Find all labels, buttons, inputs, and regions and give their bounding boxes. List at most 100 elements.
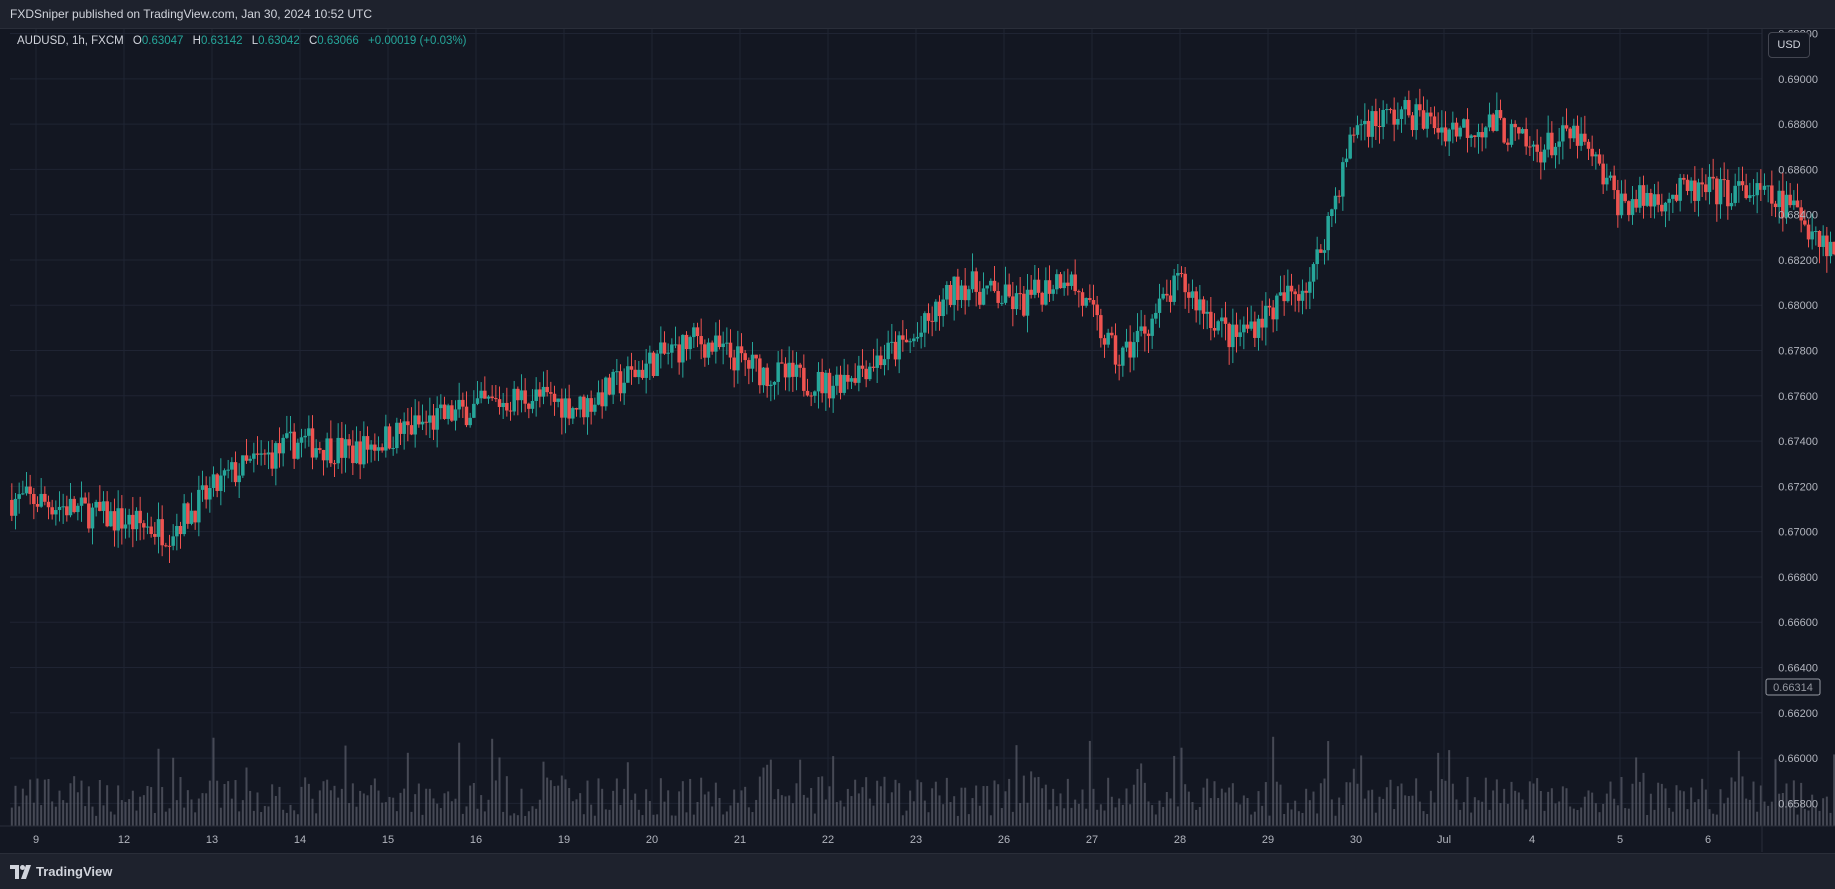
volume-bar	[1433, 802, 1436, 826]
volume-bar	[1044, 784, 1047, 826]
candle-body	[112, 511, 117, 531]
volume-bar	[1470, 812, 1473, 826]
volume-bar	[1143, 782, 1146, 826]
candle-body	[1150, 318, 1154, 336]
candle-body	[1201, 299, 1206, 314]
candle-body	[1443, 127, 1448, 142]
candle-body	[728, 342, 733, 358]
candle-body	[1388, 109, 1393, 111]
candle-body	[1627, 201, 1631, 216]
grid-lines	[10, 29, 1762, 826]
candle-body	[351, 445, 355, 464]
volume-bar	[179, 777, 182, 826]
volume-bar	[366, 795, 369, 826]
candle-body	[739, 346, 744, 354]
candle-body	[1341, 162, 1345, 197]
candle-body	[1546, 132, 1550, 150]
volume-bar	[1338, 797, 1341, 826]
volume-bar	[296, 814, 299, 826]
candle-body	[970, 271, 975, 290]
chart-area[interactable]: sweep 0.658000.660000.662000.664000.6660…	[0, 29, 1835, 852]
volume-bar	[1580, 807, 1583, 826]
candle-body	[1271, 307, 1275, 320]
price-tick-label: 0.69000	[1778, 74, 1818, 86]
candle-body	[791, 362, 795, 377]
volume-bar	[443, 793, 446, 826]
volume-bar	[271, 784, 274, 826]
volume-bar	[1341, 804, 1344, 826]
volume-bar	[740, 790, 743, 826]
volume-bar	[359, 790, 362, 826]
candle-body	[534, 389, 538, 401]
volume-bar	[1451, 783, 1454, 826]
time-tick-label: 4	[1529, 834, 1535, 846]
volume-bar	[384, 802, 387, 826]
price-tick-label: 0.66800	[1778, 572, 1818, 584]
volume-bar	[1803, 808, 1806, 826]
low-label: L	[251, 35, 259, 47]
candle-body	[794, 364, 799, 377]
volume-bar	[824, 799, 827, 826]
volume-bar	[1360, 755, 1363, 826]
volume-bar	[681, 781, 684, 826]
time-axis[interactable]: 9 12 13 14 15 16 19 20 21 22 23 26 27 28 29 30 Jul 4 5 6	[33, 834, 1711, 846]
candle-body	[904, 339, 909, 343]
candle-body	[402, 421, 406, 434]
volume-bar	[1217, 797, 1220, 826]
candle-body	[662, 342, 667, 354]
candle-body	[596, 392, 601, 405]
volume-bar	[623, 788, 626, 826]
candle-body	[285, 433, 289, 438]
candle-body	[607, 377, 612, 395]
volume-bar	[403, 788, 406, 826]
volume-bar	[1613, 798, 1616, 826]
candle-body	[1641, 185, 1646, 206]
price-tick-label: 0.68800	[1778, 119, 1818, 131]
volume-bar	[1800, 782, 1803, 826]
candle-body	[17, 494, 21, 499]
price-chart[interactable]: sweep 0.658000.660000.662000.664000.6660…	[0, 29, 1835, 852]
candle-body	[1135, 330, 1140, 343]
volume-bar	[1591, 792, 1594, 826]
candle-body	[890, 341, 894, 343]
candle-body	[1062, 282, 1066, 289]
candle-body	[725, 342, 729, 344]
candle-body	[952, 276, 956, 305]
candle-body	[1674, 194, 1679, 201]
volume-bar	[153, 812, 156, 826]
candle-body	[343, 439, 348, 458]
candle-body	[354, 441, 359, 464]
candle-body	[1355, 125, 1360, 135]
time-tick-label: 29	[1262, 834, 1274, 846]
volume-bar	[483, 811, 486, 826]
currency-button[interactable]: USD	[1768, 32, 1810, 58]
volume-bar	[1242, 795, 1245, 826]
candle-body	[1729, 202, 1734, 207]
candle-body	[1517, 127, 1521, 134]
candle-body	[424, 421, 428, 423]
candle-body	[340, 437, 344, 458]
volume-bar	[659, 778, 662, 826]
volume-bar	[29, 779, 32, 826]
candle-body	[831, 385, 835, 399]
price-axis[interactable]: 0.65800 0.66000 0.66200 0.66400 0.66600 0.668…	[1778, 29, 1818, 811]
volume-bar	[868, 798, 871, 826]
candle-body	[409, 425, 414, 435]
volume-bar	[916, 779, 919, 826]
volume-bar	[373, 778, 376, 826]
volume-bar	[201, 793, 204, 826]
volume-bar	[608, 809, 611, 826]
volume-bar	[337, 797, 340, 826]
volume-bar	[1004, 791, 1007, 826]
volume-bar	[630, 799, 633, 826]
time-tick-label: 21	[734, 834, 746, 846]
volume-bar	[1239, 804, 1242, 826]
candle-body	[1249, 321, 1253, 329]
tradingview-logo[interactable]: TradingView	[10, 864, 112, 879]
candle-body	[464, 406, 469, 426]
volume-bar	[1576, 810, 1579, 826]
candle-body	[772, 381, 777, 385]
volume-bar	[1649, 793, 1652, 826]
volume-bar	[1594, 803, 1597, 826]
volume-bar	[1499, 803, 1502, 826]
